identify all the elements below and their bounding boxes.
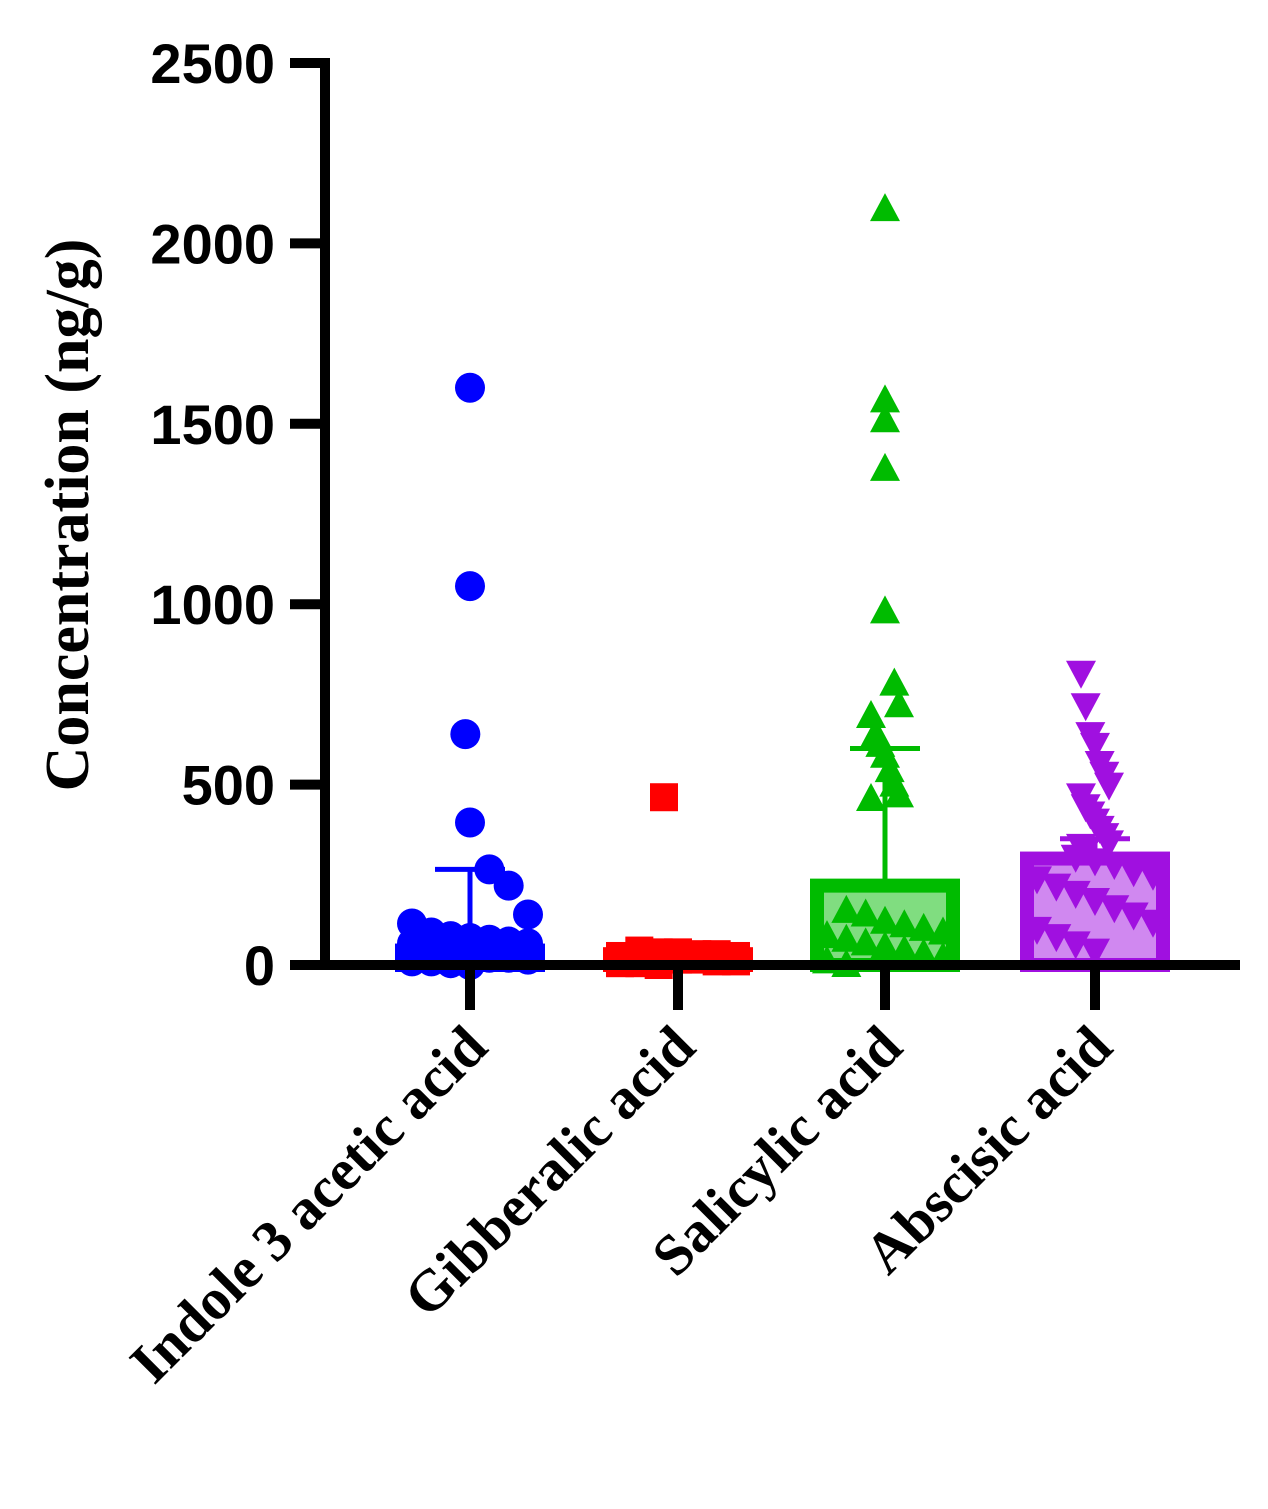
data-point-abscisic-acid (1094, 772, 1124, 801)
y-tick-label: 500 (182, 754, 275, 817)
data-point-salicylic-acid (870, 193, 900, 222)
data-point-salicylic-acid (889, 909, 920, 938)
data-point-salicylic-acid (856, 700, 886, 729)
y-tick-label: 1500 (150, 393, 275, 456)
data-point-indole-3-acetic-acid (493, 870, 524, 901)
y-tick-label: 0 (244, 934, 275, 997)
data-point-salicylic-acid (850, 898, 881, 927)
data-point-salicylic-acid (884, 779, 914, 808)
data-point-indole-3-acetic-acid (455, 807, 485, 838)
y-axis-title: Concentration (ng/g) (34, 239, 102, 792)
data-point-indole-3-acetic-acid (513, 899, 543, 930)
data-point-indole-3-acetic-acid (513, 944, 543, 975)
data-point-abscisic-acid (1022, 866, 1052, 895)
y-tick-label: 2000 (150, 212, 275, 275)
data-point-salicylic-acid (870, 384, 900, 413)
data-point-salicylic-acid (831, 923, 862, 952)
data-point-salicylic-acid (870, 595, 900, 624)
y-tick-label: 1000 (150, 573, 275, 636)
points-layer (397, 193, 1168, 980)
data-point-salicylic-acid (812, 920, 842, 949)
data-point-abscisic-acid (1099, 895, 1130, 924)
data-point-salicylic-acid (889, 934, 920, 963)
data-point-salicylic-acid (884, 689, 914, 718)
data-point-abscisic-acid (1080, 732, 1110, 761)
data-point-abscisic-acid (1060, 880, 1091, 909)
data-point-abscisic-acid (1060, 931, 1091, 960)
data-point-indole-3-acetic-acid (455, 571, 485, 602)
x-tick-label-indole-3-acetic-acid: Indole 3 acetic acid (117, 1013, 499, 1395)
data-point-indole-3-acetic-acid (450, 719, 481, 750)
data-point-salicylic-acid (870, 930, 900, 959)
data-point-salicylic-acid (879, 667, 910, 696)
errors-layer (435, 746, 1130, 955)
data-point-salicylic-acid (908, 938, 939, 967)
data-point-salicylic-acid (870, 905, 900, 934)
data-point-abscisic-acid (1099, 851, 1130, 880)
data-point-abscisic-acid (1138, 862, 1168, 891)
y-tick-label: 2500 (150, 32, 275, 95)
data-point-abscisic-acid (1070, 693, 1101, 722)
data-point-salicylic-acid (908, 912, 939, 941)
data-point-abscisic-acid (1041, 924, 1072, 953)
data-point-indole-3-acetic-acid (455, 372, 485, 403)
data-point-abscisic-acid (1118, 902, 1149, 931)
data-point-abscisic-acid (1080, 938, 1110, 967)
data-point-abscisic-acid (1066, 660, 1096, 689)
data-point-salicylic-acid (870, 452, 900, 481)
data-point-abscisic-acid (1138, 909, 1168, 938)
data-point-salicylic-acid (850, 927, 881, 956)
data-point-salicylic-acid (856, 783, 886, 812)
data-point-abscisic-acid (1022, 916, 1052, 945)
data-point-salicylic-acid (928, 916, 958, 945)
data-point-salicylic-acid (831, 894, 862, 923)
data-point-gibberalic-acid (650, 783, 678, 812)
data-point-abscisic-acid (1041, 873, 1072, 902)
data-point-salicylic-acid (870, 404, 900, 433)
data-point-abscisic-acid (1080, 888, 1110, 917)
